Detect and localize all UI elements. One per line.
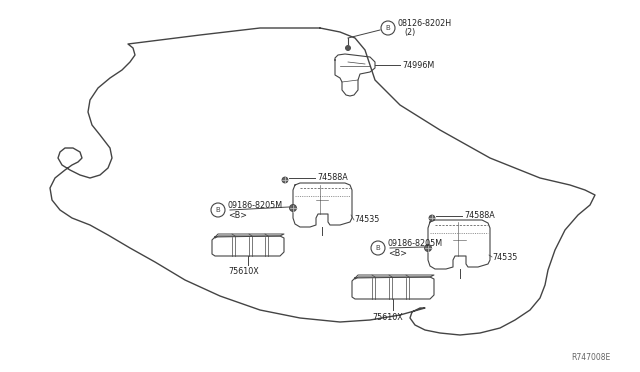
Circle shape (429, 215, 435, 221)
Text: 08126-8202H: 08126-8202H (398, 19, 452, 29)
Circle shape (346, 45, 351, 51)
Text: <B>: <B> (228, 212, 247, 221)
Text: 74535: 74535 (492, 253, 517, 262)
Text: (2): (2) (404, 29, 415, 38)
Circle shape (424, 244, 431, 251)
Text: 74996M: 74996M (402, 61, 435, 70)
Text: 74588A: 74588A (317, 173, 348, 183)
Text: 09186-8205M: 09186-8205M (228, 202, 283, 211)
Text: R747008E: R747008E (571, 353, 610, 362)
Text: B: B (376, 245, 380, 251)
Circle shape (289, 205, 296, 212)
Text: <B>: <B> (388, 250, 407, 259)
Circle shape (282, 177, 288, 183)
Text: B: B (216, 207, 220, 213)
Text: 74588A: 74588A (464, 212, 495, 221)
Text: 09186-8205M: 09186-8205M (388, 240, 443, 248)
Text: B: B (386, 25, 390, 31)
Text: 74535: 74535 (354, 215, 380, 224)
Text: 75610X: 75610X (372, 314, 403, 323)
Text: 75610X: 75610X (228, 267, 259, 276)
